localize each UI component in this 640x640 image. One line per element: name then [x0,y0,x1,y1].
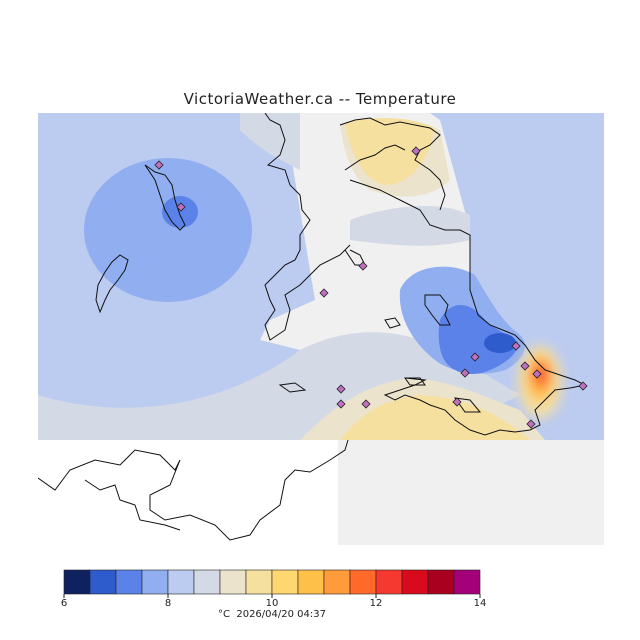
station-marker [578,381,588,391]
colorbar-swatch [141,569,169,595]
station-marker [336,384,346,394]
station-marker [319,288,329,298]
colorbar-swatch [63,569,91,595]
station-marker [361,399,371,409]
station-marker [532,369,542,379]
colorbar-swatch [193,569,221,595]
colorbar-swatch [297,569,325,595]
station-marker [511,341,521,351]
colorbar-swatch [453,569,481,595]
colorbar-swatch [271,569,299,595]
colorbar-legend [63,569,481,598]
colorbar-tick-label: 6 [60,598,68,609]
colorbar-swatch [167,569,195,595]
colorbar-swatch [375,569,403,595]
station-marker [452,397,462,407]
station-marker [460,368,470,378]
colorbar-swatch [245,569,273,595]
unit-label: °C [218,609,230,620]
colorbar-swatch [219,569,247,595]
footer-text: °C 2026/04/20 04:37 [0,609,544,620]
colorbar-tick-label: 8 [164,598,172,609]
colorbar-tick-label: 14 [473,598,487,609]
colorbar-swatch [89,569,117,595]
station-marker [411,146,421,156]
timestamp: 2026/04/20 04:37 [236,609,326,620]
station-marker [526,419,536,429]
station-marker [470,352,480,362]
colorbar-swatch [401,569,429,595]
station-marker [358,261,368,271]
map-title: VictoriaWeather.ca -- Temperature [183,90,457,108]
colorbar-tick-label: 10 [265,598,279,609]
station-marker [336,399,346,409]
colorbar-tick-label: 12 [369,598,383,609]
station-marker [176,202,186,212]
station-marker [154,160,164,170]
colorbar-swatch [115,569,143,595]
weather-stations [154,146,588,429]
coastlines [38,113,587,541]
colorbar-swatch [349,569,377,595]
colorbar-swatch [323,569,351,595]
colorbar-swatch [427,569,455,595]
station-marker [520,361,530,371]
